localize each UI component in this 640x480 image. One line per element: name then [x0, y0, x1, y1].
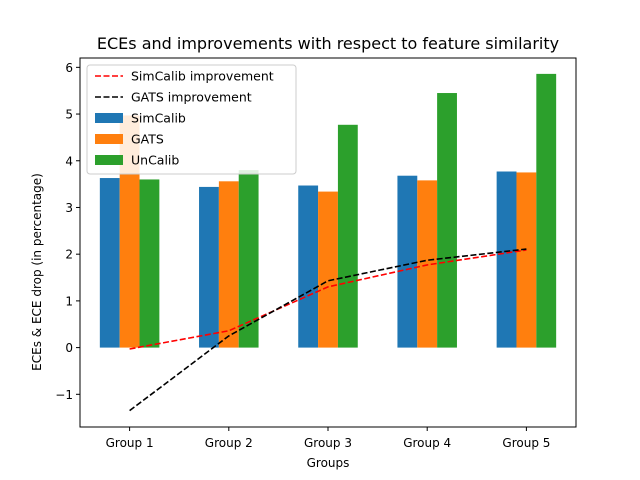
y-axis-label: ECEs & ECE drop (in percentage) [30, 173, 44, 371]
x-tick-label: Group 5 [502, 436, 550, 450]
bar-uncalib-4 [437, 93, 457, 348]
line-simcalib-improvement [129, 249, 527, 350]
bar-gats-3 [318, 191, 338, 348]
legend-label: SimCalib improvement [131, 69, 274, 84]
legend-label: SimCalib [131, 111, 186, 126]
y-tick-label: −1 [55, 388, 73, 402]
x-axis-label: Groups [307, 456, 350, 470]
x-tick-label: Group 4 [403, 436, 451, 450]
bar-simcalib-1 [99, 178, 120, 348]
bar-uncalib-5 [536, 73, 557, 348]
y-tick-label: 5 [65, 108, 73, 122]
bar-uncalib-2 [238, 170, 259, 348]
bar-uncalib-3 [337, 124, 358, 348]
y-tick-label: 6 [65, 61, 73, 75]
legend-box [86, 64, 297, 175]
y-tick-label: 3 [65, 201, 73, 215]
y-tick-label: 0 [65, 341, 73, 355]
bar-simcalib-3 [298, 185, 319, 348]
legend-bar-swatch [95, 134, 123, 144]
chart-title: ECEs and improvements with respect to fe… [97, 34, 559, 53]
legend: SimCalib improvement GATS improvement SimC… [86, 64, 297, 175]
bar-simcalib-2 [199, 186, 219, 348]
bar-simcalib-4 [397, 175, 418, 348]
bars-layer [99, 73, 557, 348]
y-tick-label: 4 [65, 154, 73, 168]
bar-uncalib-1 [139, 179, 160, 348]
legend-label: GATS improvement [131, 90, 252, 105]
legend-label: GATS [131, 132, 164, 147]
bar-gats-4 [417, 180, 438, 348]
bar-simcalib-5 [496, 171, 517, 348]
x-tick-label: Group 3 [304, 436, 352, 450]
bar-gats-2 [218, 181, 239, 348]
y-tick-label: 2 [65, 248, 73, 262]
lines-layer [129, 248, 527, 412]
axes-layer: −1 0 1 2 3 4 5 6 Group 1 Group 2 Group 3 Group 4 Gro… [55, 57, 577, 450]
x-tick-label: Group 2 [205, 436, 253, 450]
legend-bar-swatch [95, 113, 123, 123]
x-tick-label: Group 1 [106, 436, 154, 450]
legend-bar-swatch [95, 155, 123, 165]
legend-label: UnCalib [131, 153, 179, 168]
bar-gats-5 [516, 172, 537, 348]
y-tick-label: 1 [65, 294, 73, 308]
